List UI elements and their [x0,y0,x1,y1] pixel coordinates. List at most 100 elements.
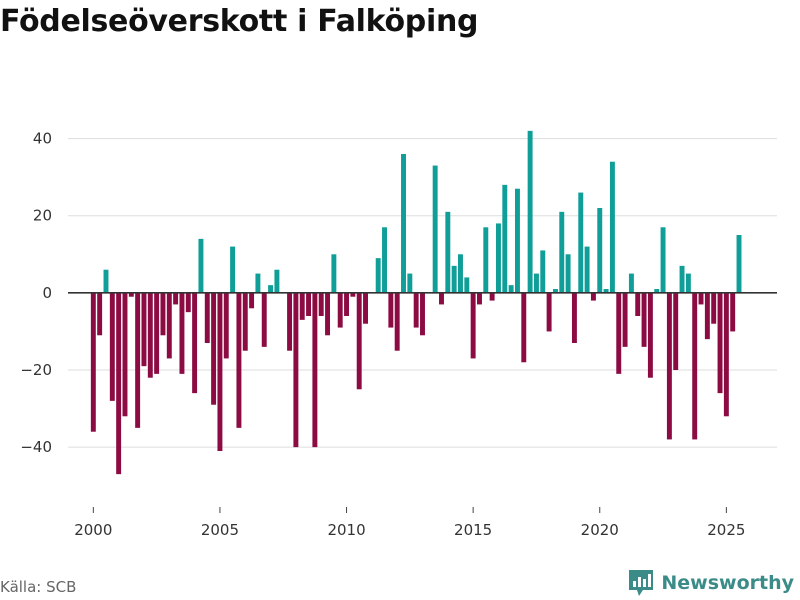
bar [223,292,229,359]
bar [97,292,103,336]
bar [571,292,577,343]
bar [154,292,160,374]
bar [173,292,179,305]
bar [109,292,115,401]
bar [128,292,134,297]
bar [464,277,470,293]
bar [318,292,324,316]
bar [204,292,210,343]
bar [628,273,634,293]
bar [451,265,457,293]
bar [350,292,356,297]
bar [445,211,451,293]
bar [660,227,666,293]
bar [692,292,698,440]
bar [603,289,609,293]
bar [331,254,337,293]
y-tick-label: 0 [42,284,52,302]
bar [363,292,368,324]
bar [666,292,672,440]
bar [597,208,603,293]
x-tick-label: 2000 [74,521,112,539]
bar [527,130,533,293]
bar [325,292,331,336]
bar [685,273,691,293]
bar [420,292,425,336]
bar [356,292,362,390]
bar [673,292,679,370]
bar [717,292,723,394]
bar [122,292,128,417]
grid-lines [68,138,777,448]
x-tick-label: 2005 [201,521,239,539]
bar [401,154,406,293]
brand-name: Newsworthy [661,572,794,594]
bar [477,292,482,305]
bar [559,211,565,293]
bar [382,227,387,293]
brand-logo[interactable]: Newsworthy [627,568,794,598]
bar [565,254,571,293]
bar [249,292,255,309]
bar [432,165,438,293]
bar [622,292,628,347]
x-tick-label: 2025 [707,521,745,539]
bar [704,292,710,340]
bar [641,292,647,347]
bar [609,161,615,293]
bar [470,292,476,359]
bar [344,292,350,316]
bar [166,292,172,359]
y-tick-label: 40 [33,130,52,148]
bar [736,235,742,293]
x-tick-label: 2015 [454,521,492,539]
bar [141,292,147,367]
bar [439,292,444,305]
bar [616,292,622,374]
bar [312,292,318,448]
bar [192,292,198,394]
y-tick-label: 20 [33,207,52,225]
bar [647,292,653,378]
bar [495,223,501,293]
x-axis-ticks: 2000 2005 2010 2015 2020 2025 [74,507,745,539]
bar [299,292,305,320]
bar [179,292,185,374]
bar [147,292,153,378]
bar [103,269,109,293]
bar [337,292,343,328]
bar [375,258,381,293]
bar [293,292,299,448]
bar [584,246,590,293]
bar [578,192,584,293]
bar [198,238,204,293]
bar [635,292,641,316]
bar [483,227,489,293]
bar [514,188,520,293]
bar [521,292,527,363]
bar [135,292,141,428]
bar [394,292,400,351]
source-label: Källa: SCB [0,578,77,596]
bar [116,292,122,475]
bar [413,292,419,328]
y-tick-label: −40 [20,438,52,456]
bar [711,292,717,324]
bar [533,273,539,293]
bar [90,292,96,432]
bar [723,292,729,417]
bar [508,285,514,293]
bar [679,265,685,293]
bar [261,292,267,347]
bar [654,289,660,293]
bar [730,292,736,332]
x-tick-label: 2010 [327,521,365,539]
x-tick-label: 2020 [581,521,619,539]
bars [90,130,742,475]
bar [268,285,274,293]
bar [306,292,312,316]
bar [242,292,248,351]
bar [388,292,394,328]
bar [489,292,495,301]
